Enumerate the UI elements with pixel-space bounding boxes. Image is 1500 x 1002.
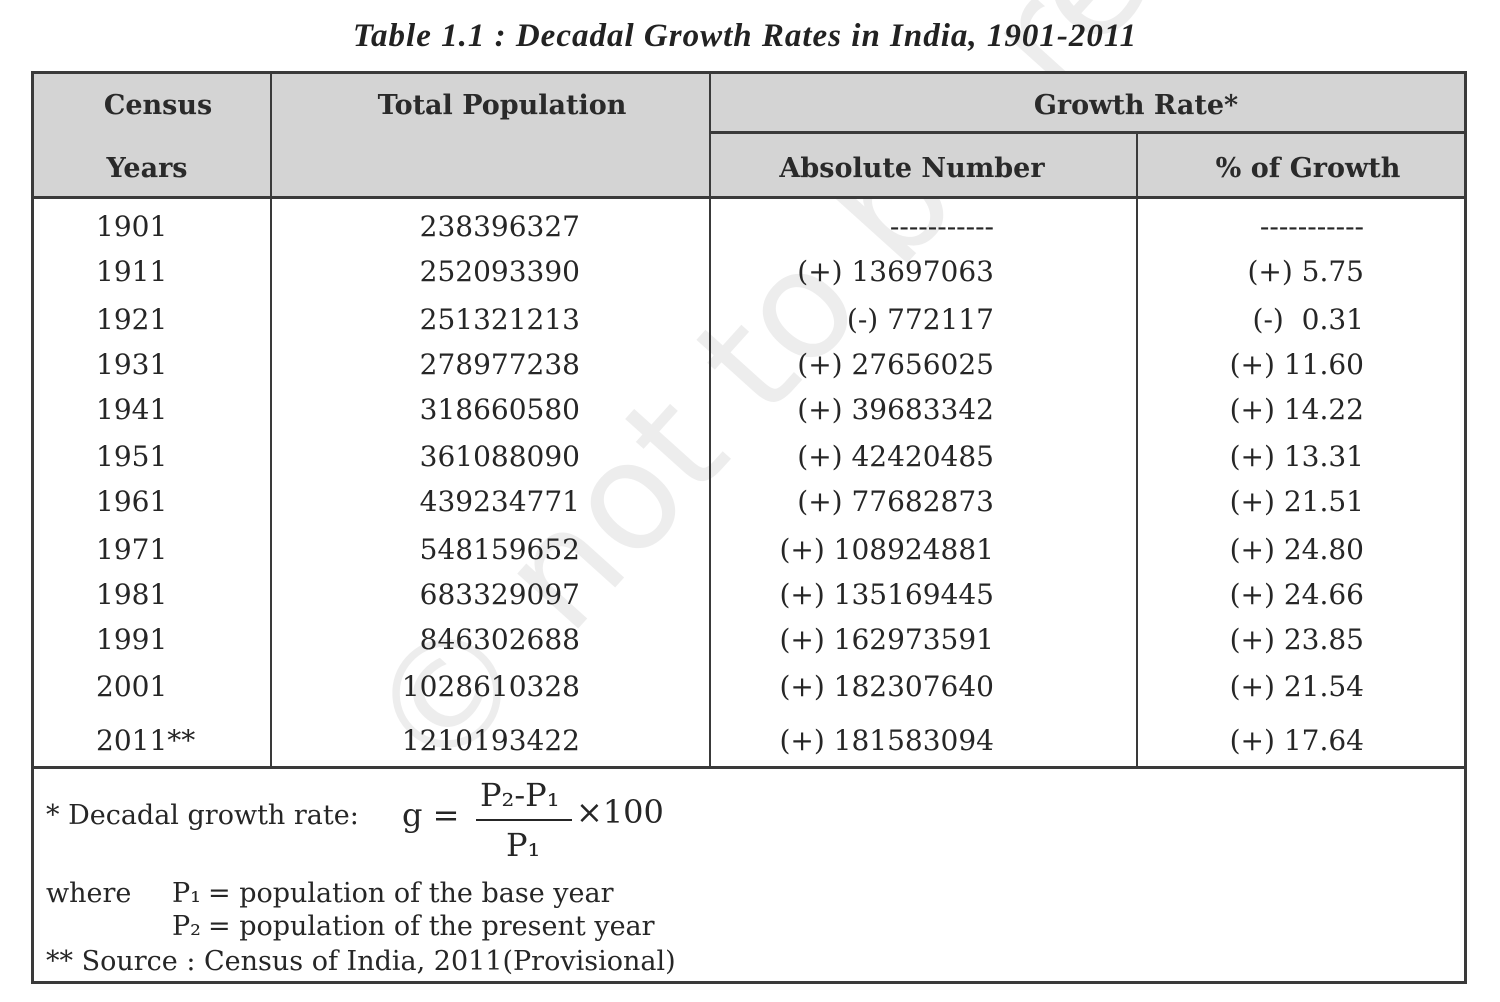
- cell-year: 1951: [96, 440, 168, 473]
- footnote-label: * Decadal growth rate:: [46, 800, 359, 831]
- footnote-where: where: [46, 878, 132, 909]
- table-row: 1971 548159652 (+) 108924881 (+) 24.80: [0, 528, 1500, 572]
- cell-year: 1981: [96, 578, 168, 611]
- table-row: 2011** 1210193422 (+) 181583094 (+) 17.64: [0, 719, 1500, 763]
- p2-definition: = population of the present year: [208, 911, 655, 942]
- cell-absolute-number: (+) 77682873: [797, 485, 994, 518]
- cell-absolute-number: (+) 27656025: [797, 348, 994, 381]
- divider-header-bottom: [34, 196, 1464, 199]
- cell-percent-growth: (+) 5.75: [1247, 255, 1364, 288]
- cell-year: 1941: [96, 393, 168, 426]
- formula-numerator: P₂-P₁: [480, 776, 560, 814]
- cell-total-population: 252093390: [419, 255, 580, 288]
- cell-percent-growth: (+) 11.60: [1229, 348, 1364, 381]
- cell-percent-growth: (+) 24.80: [1229, 533, 1364, 566]
- cell-percent-growth: (+) 17.64: [1229, 724, 1364, 757]
- cell-absolute-number: (+) 13697063: [797, 255, 994, 288]
- source-note: ** Source : Census of India, 2011(Provis…: [46, 946, 676, 977]
- cell-total-population: 548159652: [419, 533, 580, 566]
- cell-total-population: 1210193422: [401, 724, 580, 757]
- cell-year: 1931: [96, 348, 168, 381]
- cell-absolute-number: (-) 772117: [846, 303, 994, 336]
- header-absolute-number: Absolute Number: [779, 153, 1045, 184]
- cell-year: 1971: [96, 533, 168, 566]
- header-years: Years: [106, 153, 188, 184]
- table-title: Table 1.1 : Decadal Growth Rates in Indi…: [352, 18, 1138, 54]
- cell-year: 2001: [96, 670, 168, 703]
- cell-year: 1901: [96, 210, 168, 243]
- cell-percent-growth: (+) 13.31: [1229, 440, 1364, 473]
- cell-percent-growth: -----------: [1259, 210, 1364, 243]
- cell-total-population: 251321213: [419, 303, 580, 336]
- cell-absolute-number: (+) 162973591: [779, 623, 994, 656]
- p2-symbol: P₂: [172, 911, 201, 942]
- cell-total-population: 439234771: [419, 485, 580, 518]
- cell-absolute-number: (+) 108924881: [779, 533, 994, 566]
- cell-total-population: 846302688: [419, 623, 580, 656]
- cell-percent-growth: (+) 24.66: [1229, 578, 1364, 611]
- cell-total-population: 278977238: [419, 348, 580, 381]
- table-row: 1931 278977238 (+) 27656025 (+) 11.60: [0, 343, 1500, 387]
- table-row: 2001 1028610328 (+) 182307640 (+) 21.54: [0, 665, 1500, 709]
- cell-year: 1921: [96, 303, 168, 336]
- col-divider-3: [1136, 133, 1138, 768]
- cell-total-population: 1028610328: [401, 670, 580, 703]
- cell-year: 2011**: [96, 724, 196, 757]
- header-growth-rate: Growth Rate*: [1033, 90, 1239, 121]
- cell-absolute-number: (+) 42420485: [797, 440, 994, 473]
- table-frame: [31, 71, 1467, 984]
- cell-percent-growth: (+) 23.85: [1229, 623, 1364, 656]
- cell-percent-growth: (+) 21.54: [1229, 670, 1364, 703]
- cell-absolute-number: -----------: [889, 210, 994, 243]
- table-row: 1901 238396327 ----------- -----------: [0, 205, 1500, 249]
- header-percent-growth: % of Growth: [1215, 153, 1401, 184]
- cell-percent-growth: (+) 21.51: [1229, 485, 1364, 518]
- table-row: 1981 683329097 (+) 135169445 (+) 24.66: [0, 573, 1500, 617]
- header-background: [34, 74, 1464, 198]
- cell-percent-growth: (-) 0.31: [1252, 303, 1364, 336]
- header-census: Census: [103, 90, 213, 121]
- cell-absolute-number: (+) 39683342: [797, 393, 994, 426]
- formula-denominator: P₁: [506, 826, 541, 864]
- cell-absolute-number: (+) 135169445: [779, 578, 994, 611]
- divider-growth-split: [710, 131, 1464, 134]
- table-row: 1961 439234771 (+) 77682873 (+) 21.51: [0, 480, 1500, 524]
- formula-fraction-bar: [476, 819, 572, 821]
- cell-percent-growth: (+) 14.22: [1229, 393, 1364, 426]
- cell-absolute-number: (+) 181583094: [779, 724, 994, 757]
- formula-lhs: g =: [402, 796, 460, 834]
- cell-total-population: 361088090: [419, 440, 580, 473]
- cell-total-population: 238396327: [419, 210, 580, 243]
- formula-multiplier: ×100: [576, 793, 664, 831]
- table-row: 1911 252093390 (+) 13697063 (+) 5.75: [0, 250, 1500, 294]
- cell-total-population: 318660580: [419, 393, 580, 426]
- cell-absolute-number: (+) 182307640: [779, 670, 994, 703]
- col-divider-2: [709, 74, 711, 768]
- p1-symbol: P₁: [172, 878, 201, 909]
- table-row: 1951 361088090 (+) 42420485 (+) 13.31: [0, 435, 1500, 479]
- divider-footer-top: [34, 766, 1464, 769]
- cell-year: 1991: [96, 623, 168, 656]
- cell-total-population: 683329097: [419, 578, 580, 611]
- p1-definition: = population of the base year: [208, 878, 614, 909]
- cell-year: 1961: [96, 485, 168, 518]
- cell-year: 1911: [96, 255, 168, 288]
- header-total-population: Total Population: [377, 90, 627, 121]
- table-row: 1991 846302688 (+) 162973591 (+) 23.85: [0, 618, 1500, 662]
- col-divider-1: [270, 74, 272, 768]
- table-row: 1921 251321213 (-) 772117 (-) 0.31: [0, 298, 1500, 342]
- table-row: 1941 318660580 (+) 39683342 (+) 14.22: [0, 388, 1500, 432]
